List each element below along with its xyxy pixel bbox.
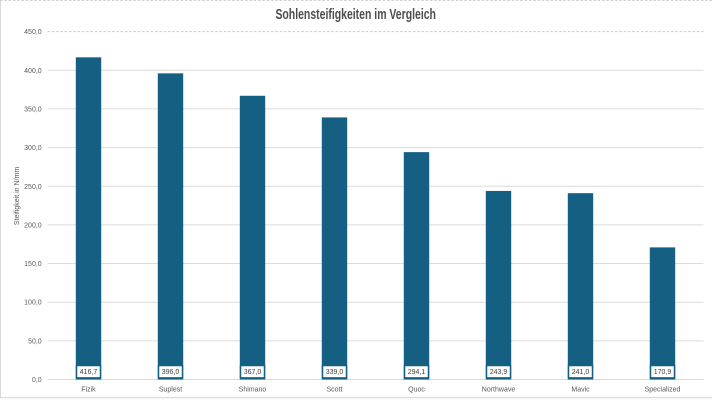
- svg-text:Specialized: Specialized: [645, 387, 681, 394]
- svg-text:170,9: 170,9: [654, 369, 672, 376]
- svg-text:100,0: 100,0: [24, 300, 42, 307]
- svg-text:Sohlensteifigkeiten im Verglei: Sohlensteifigkeiten im Vergleich: [275, 6, 436, 23]
- svg-text:450,0: 450,0: [24, 29, 42, 36]
- svg-text:Shimano: Shimano: [239, 387, 267, 394]
- svg-text:250,0: 250,0: [24, 184, 42, 191]
- svg-text:Mavic: Mavic: [571, 387, 590, 394]
- svg-text:Fizik: Fizik: [81, 387, 96, 394]
- svg-text:241,0: 241,0: [572, 369, 590, 376]
- svg-text:367,0: 367,0: [244, 369, 262, 376]
- svg-text:396,0: 396,0: [162, 369, 180, 376]
- svg-text:Scott: Scott: [327, 387, 343, 394]
- svg-text:243,9: 243,9: [490, 369, 508, 376]
- svg-text:Steifigkeit in N/mm: Steifigkeit in N/mm: [14, 167, 21, 226]
- svg-text:294,1: 294,1: [408, 369, 426, 376]
- svg-text:200,0: 200,0: [24, 222, 42, 229]
- svg-text:400,0: 400,0: [24, 68, 42, 75]
- svg-text:339,0: 339,0: [326, 369, 344, 376]
- svg-text:Northwave: Northwave: [482, 387, 516, 394]
- svg-text:300,0: 300,0: [24, 145, 42, 152]
- svg-text:50,0: 50,0: [28, 338, 42, 345]
- svg-text:150,0: 150,0: [24, 261, 42, 268]
- svg-text:Suplest: Suplest: [159, 387, 182, 394]
- svg-text:0,0: 0,0: [32, 377, 42, 384]
- svg-text:416,7: 416,7: [80, 369, 98, 376]
- svg-text:350,0: 350,0: [24, 106, 42, 113]
- svg-text:Quoc: Quoc: [408, 387, 425, 394]
